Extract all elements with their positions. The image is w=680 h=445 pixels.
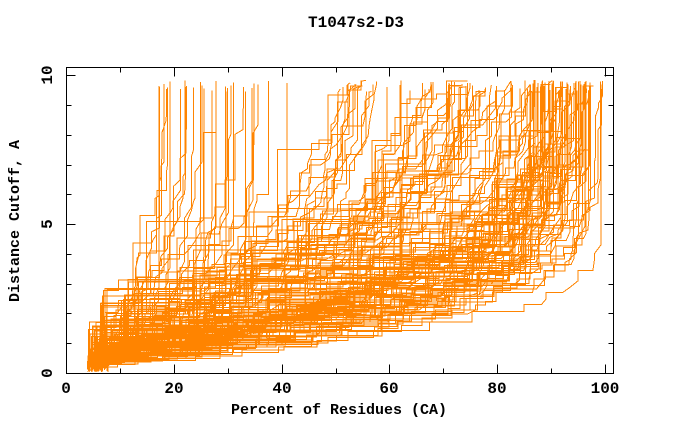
model-curve bbox=[92, 81, 586, 364]
model-curve bbox=[94, 86, 467, 365]
model-curve bbox=[104, 91, 486, 369]
model-curve bbox=[100, 81, 601, 371]
model-curve bbox=[98, 87, 194, 370]
model-curve bbox=[100, 84, 349, 366]
model-curve bbox=[99, 83, 255, 370]
model-curve bbox=[96, 90, 213, 369]
x-axis-label: Percent of Residues (CA) bbox=[231, 402, 447, 419]
x-tick-label: 60 bbox=[379, 380, 398, 398]
model-curve bbox=[94, 85, 203, 364]
plot-frame: 0 20 40 60 80 100 0 5 10 bbox=[39, 65, 619, 398]
model-curve bbox=[101, 84, 602, 372]
model-curve bbox=[98, 88, 587, 370]
model-curve bbox=[95, 80, 512, 372]
model-curve bbox=[101, 85, 232, 366]
x-tick-label: 40 bbox=[272, 380, 291, 398]
model-curve bbox=[90, 83, 534, 368]
model-curve bbox=[95, 84, 492, 364]
model-curve bbox=[103, 86, 536, 368]
model-curve bbox=[97, 90, 560, 372]
model-curve bbox=[99, 84, 259, 371]
model-curve bbox=[88, 84, 461, 365]
x-tick-label: 80 bbox=[487, 380, 506, 398]
model-curve bbox=[98, 81, 452, 369]
model-curve bbox=[87, 88, 168, 371]
model-curve bbox=[87, 87, 388, 370]
model-curve bbox=[94, 86, 187, 367]
model-curve bbox=[103, 87, 512, 365]
model-curve bbox=[102, 82, 546, 367]
y-tick-label: 5 bbox=[39, 219, 57, 229]
y-axis-label: Distance Cutoff, A bbox=[7, 140, 24, 302]
model-curve bbox=[91, 85, 582, 367]
model-curve bbox=[94, 81, 362, 367]
x-tick-label: 100 bbox=[591, 380, 620, 398]
y-tick-label: 10 bbox=[39, 65, 57, 84]
y-tick-label: 0 bbox=[39, 368, 57, 378]
model-curve bbox=[91, 86, 161, 364]
model-curve bbox=[89, 82, 288, 365]
model-curve bbox=[92, 84, 554, 368]
model-curve bbox=[87, 84, 450, 367]
model-curve bbox=[88, 91, 247, 372]
model-curve bbox=[92, 85, 587, 371]
model-curve bbox=[88, 82, 576, 368]
model-curve bbox=[101, 81, 432, 368]
model-curve bbox=[97, 80, 217, 370]
x-tick-label: 0 bbox=[61, 380, 71, 398]
model-curve bbox=[96, 87, 186, 369]
model-curve bbox=[100, 89, 181, 368]
model-curve bbox=[94, 84, 357, 367]
x-tick-label: 20 bbox=[164, 380, 183, 398]
model-curve bbox=[102, 84, 585, 368]
model-curve bbox=[97, 90, 411, 365]
model-curve bbox=[95, 89, 486, 369]
model-curve bbox=[88, 89, 506, 371]
chart-title: T1047s2-D3 bbox=[308, 14, 404, 32]
model-curve bbox=[94, 88, 550, 364]
model-curves bbox=[87, 79, 604, 373]
model-curve bbox=[95, 81, 455, 371]
model-curve bbox=[99, 81, 378, 366]
model-curve bbox=[97, 84, 165, 370]
model-curve bbox=[98, 88, 430, 371]
